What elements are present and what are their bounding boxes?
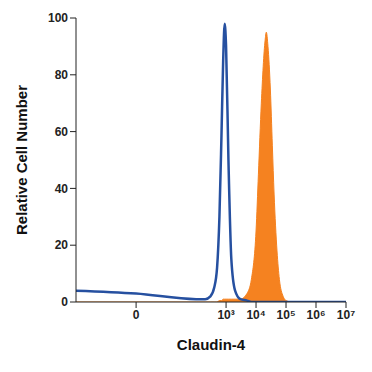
svg-text:10⁴: 10⁴ [246,308,265,322]
svg-text:80: 80 [55,68,69,82]
svg-text:40: 40 [55,182,69,196]
svg-text:60: 60 [55,125,69,139]
svg-text:Claudin-4: Claudin-4 [177,336,246,353]
svg-text:10³: 10³ [217,308,234,322]
svg-text:10⁷: 10⁷ [337,308,355,322]
svg-text:100: 100 [48,11,68,25]
svg-text:Relative Cell Number: Relative Cell Number [13,85,30,235]
svg-text:20: 20 [55,238,69,252]
svg-text:10⁶: 10⁶ [307,308,326,322]
svg-text:0: 0 [61,295,68,309]
svg-text:10⁵: 10⁵ [277,308,296,322]
svg-text:0: 0 [133,308,140,322]
